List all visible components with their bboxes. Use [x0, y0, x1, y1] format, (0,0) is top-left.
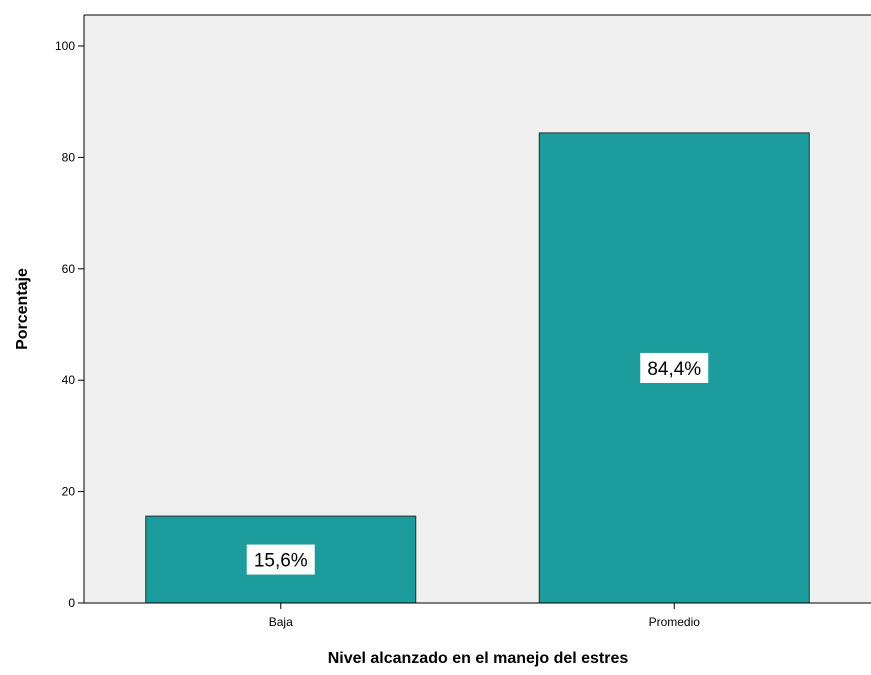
x-tick-label-baja: Baja — [269, 615, 293, 629]
y-tick-label-4: 80 — [62, 150, 76, 164]
y-tick-label-1: 20 — [62, 485, 76, 499]
data-label-box-promedio — [640, 352, 709, 383]
y-axis-title: Porcentaje — [14, 268, 31, 350]
data-label-promedio: 84,4% — [647, 359, 701, 380]
x-tick-label-promedio: Promedio — [649, 615, 701, 629]
chart-marks: 0 20 40 60 80 100 Baja 15,6% Promedio 84,4% — [55, 39, 810, 629]
data-label-box-baja — [246, 544, 315, 575]
y-tick-label-5: 100 — [55, 39, 75, 53]
data-label-baja: 15,6% — [254, 551, 308, 572]
y-tick-label-3: 60 — [62, 262, 76, 276]
x-axis-title: Nivel alcanzado en el manejo del estres — [328, 650, 629, 667]
y-tick-label-2: 40 — [62, 373, 76, 387]
y-tick-label-0: 0 — [68, 596, 75, 610]
